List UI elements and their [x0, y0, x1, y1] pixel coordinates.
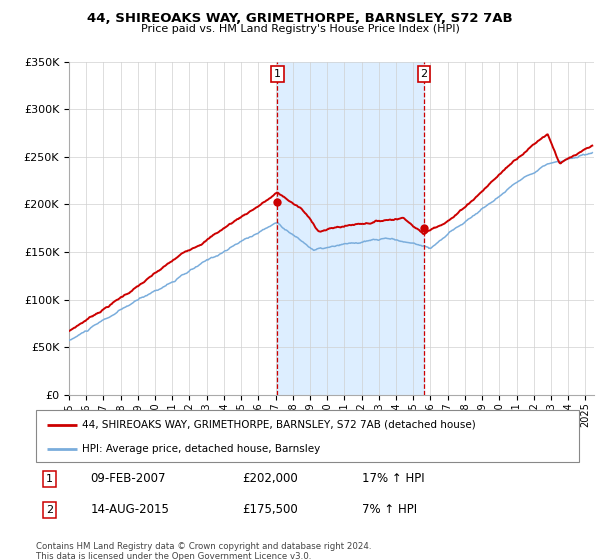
Text: 1: 1: [46, 474, 53, 484]
Text: 17% ↑ HPI: 17% ↑ HPI: [362, 473, 424, 486]
Text: 44, SHIREOAKS WAY, GRIMETHORPE, BARNSLEY, S72 7AB: 44, SHIREOAKS WAY, GRIMETHORPE, BARNSLEY…: [87, 12, 513, 25]
Text: 7% ↑ HPI: 7% ↑ HPI: [362, 503, 417, 516]
Bar: [277, 62, 424, 395]
Text: Contains HM Land Registry data © Crown copyright and database right 2024.
This d: Contains HM Land Registry data © Crown c…: [36, 542, 371, 560]
Text: 2: 2: [421, 69, 427, 79]
FancyBboxPatch shape: [36, 410, 579, 462]
Text: 1: 1: [274, 69, 281, 79]
Text: 44, SHIREOAKS WAY, GRIMETHORPE, BARNSLEY, S72 7AB (detached house): 44, SHIREOAKS WAY, GRIMETHORPE, BARNSLEY…: [82, 420, 476, 430]
Text: £175,500: £175,500: [242, 503, 298, 516]
Text: 09-FEB-2007: 09-FEB-2007: [91, 473, 166, 486]
Text: HPI: Average price, detached house, Barnsley: HPI: Average price, detached house, Barn…: [82, 444, 320, 454]
Text: Price paid vs. HM Land Registry's House Price Index (HPI): Price paid vs. HM Land Registry's House …: [140, 24, 460, 34]
Text: 2: 2: [46, 505, 53, 515]
Text: £202,000: £202,000: [242, 473, 298, 486]
Text: 14-AUG-2015: 14-AUG-2015: [91, 503, 169, 516]
